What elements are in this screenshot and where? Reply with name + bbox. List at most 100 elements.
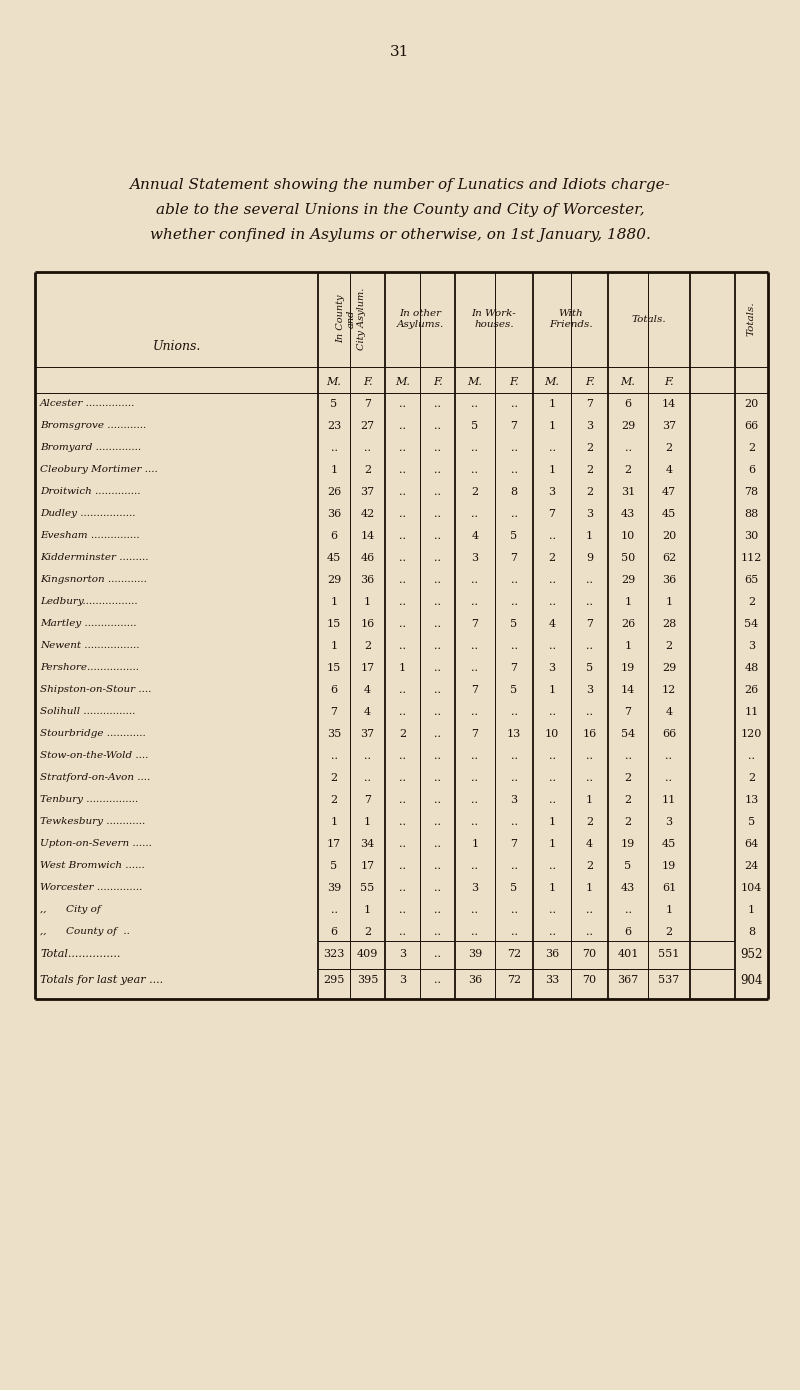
- Text: 952: 952: [740, 948, 762, 960]
- Text: 47: 47: [662, 486, 676, 498]
- Text: 5: 5: [510, 619, 518, 630]
- Text: 3: 3: [666, 817, 673, 827]
- Text: 72: 72: [507, 974, 521, 986]
- Text: ..: ..: [586, 596, 593, 607]
- Text: 5: 5: [330, 860, 338, 872]
- Text: ..: ..: [666, 773, 673, 783]
- Text: 9: 9: [586, 553, 593, 563]
- Text: ..: ..: [510, 773, 518, 783]
- Text: 19: 19: [621, 663, 635, 673]
- Text: 401: 401: [618, 949, 638, 959]
- Text: ..: ..: [549, 443, 555, 453]
- Text: 2: 2: [625, 817, 631, 827]
- Text: M.: M.: [395, 377, 410, 386]
- Text: 7: 7: [330, 708, 338, 717]
- Text: ..: ..: [434, 486, 441, 498]
- Text: ..: ..: [510, 399, 518, 409]
- Text: 17: 17: [361, 860, 374, 872]
- Text: 2: 2: [586, 443, 593, 453]
- Text: ..: ..: [510, 905, 518, 915]
- Text: ..: ..: [330, 443, 338, 453]
- Text: able to the several Unions in the County and City of Worcester,: able to the several Unions in the County…: [156, 203, 644, 217]
- Text: 20: 20: [662, 531, 676, 541]
- Text: 45: 45: [327, 553, 341, 563]
- Text: 3: 3: [471, 553, 478, 563]
- Text: Evesham ...............: Evesham ...............: [40, 531, 140, 541]
- Text: F.: F.: [664, 377, 674, 386]
- Text: 31: 31: [390, 44, 410, 58]
- Text: ..: ..: [510, 596, 518, 607]
- Text: 54: 54: [621, 728, 635, 739]
- Text: 55: 55: [360, 883, 374, 892]
- Text: ..: ..: [434, 443, 441, 453]
- Text: 64: 64: [744, 840, 758, 849]
- Text: 61: 61: [662, 883, 676, 892]
- Text: ..: ..: [399, 795, 406, 805]
- Text: 1: 1: [549, 883, 555, 892]
- Text: ..: ..: [434, 421, 441, 431]
- Text: ..: ..: [434, 641, 441, 651]
- Text: 5: 5: [625, 860, 631, 872]
- Text: 4: 4: [666, 708, 673, 717]
- Text: 2: 2: [399, 728, 406, 739]
- Text: 7: 7: [364, 795, 371, 805]
- Text: ..: ..: [434, 840, 441, 849]
- Text: ..: ..: [399, 531, 406, 541]
- Text: 3: 3: [399, 949, 406, 959]
- Text: 7: 7: [625, 708, 631, 717]
- Text: Stow-on-the-Wold ....: Stow-on-the-Wold ....: [40, 752, 148, 760]
- Text: Annual Statement showing the number of Lunatics and Idiots charge-: Annual Statement showing the number of L…: [130, 178, 670, 192]
- Text: ..: ..: [434, 685, 441, 695]
- Text: ..: ..: [549, 708, 555, 717]
- Text: 70: 70: [582, 949, 597, 959]
- Text: 13: 13: [744, 795, 758, 805]
- Text: 66: 66: [744, 421, 758, 431]
- Text: 2: 2: [625, 773, 631, 783]
- Text: 2: 2: [748, 443, 755, 453]
- Text: 2: 2: [364, 927, 371, 937]
- Text: ..: ..: [399, 860, 406, 872]
- Text: 4: 4: [586, 840, 593, 849]
- Text: 120: 120: [741, 728, 762, 739]
- Text: Upton-on-Severn ......: Upton-on-Severn ......: [40, 840, 152, 848]
- Text: ..: ..: [399, 596, 406, 607]
- Text: Unions.: Unions.: [152, 341, 201, 353]
- Text: ..: ..: [510, 708, 518, 717]
- Text: 1: 1: [471, 840, 478, 849]
- Text: 31: 31: [621, 486, 635, 498]
- Text: 2: 2: [364, 641, 371, 651]
- Text: M.: M.: [326, 377, 342, 386]
- Text: 11: 11: [662, 795, 676, 805]
- Text: ..: ..: [399, 817, 406, 827]
- Text: ..: ..: [510, 575, 518, 585]
- Text: ..: ..: [434, 927, 441, 937]
- Text: 4: 4: [364, 685, 371, 695]
- Text: Tewkesbury ............: Tewkesbury ............: [40, 817, 146, 827]
- Text: ..: ..: [434, 509, 441, 518]
- Text: 19: 19: [621, 840, 635, 849]
- Text: ..: ..: [586, 927, 593, 937]
- Text: 5: 5: [748, 817, 755, 827]
- Text: ..: ..: [510, 751, 518, 760]
- Text: Worcester ..............: Worcester ..............: [40, 884, 142, 892]
- Text: 2: 2: [625, 795, 631, 805]
- Text: 4: 4: [666, 466, 673, 475]
- Text: 3: 3: [748, 641, 755, 651]
- Text: F.: F.: [585, 377, 594, 386]
- Text: 26: 26: [621, 619, 635, 630]
- Text: 3: 3: [586, 421, 593, 431]
- Text: Bromsgrove ............: Bromsgrove ............: [40, 421, 146, 431]
- Text: F.: F.: [510, 377, 518, 386]
- Text: 2: 2: [330, 795, 338, 805]
- Text: In other
Asylums.: In other Asylums.: [396, 310, 444, 328]
- Text: 1: 1: [364, 905, 371, 915]
- Text: 7: 7: [586, 399, 593, 409]
- Text: ..: ..: [434, 596, 441, 607]
- Text: 2: 2: [666, 443, 673, 453]
- Text: M.: M.: [545, 377, 559, 386]
- Text: Total...............: Total...............: [40, 949, 120, 959]
- Text: ..: ..: [586, 575, 593, 585]
- Text: 34: 34: [360, 840, 374, 849]
- Text: 37: 37: [361, 728, 374, 739]
- Text: 2: 2: [625, 466, 631, 475]
